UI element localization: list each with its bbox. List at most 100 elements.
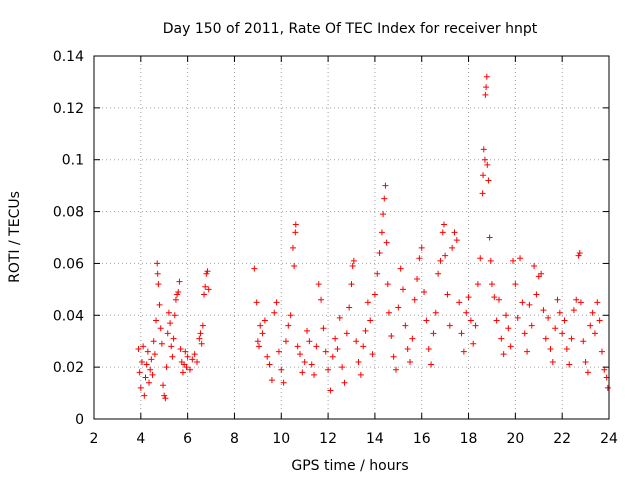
data-point bbox=[507, 343, 514, 350]
data-point bbox=[498, 335, 505, 342]
data-point bbox=[378, 229, 385, 236]
data-point bbox=[528, 322, 535, 329]
data-point bbox=[261, 317, 268, 324]
data-point bbox=[357, 371, 364, 378]
data-point bbox=[329, 353, 336, 360]
data-point bbox=[491, 294, 498, 301]
data-point bbox=[576, 250, 583, 257]
data-point bbox=[563, 345, 570, 352]
data-point bbox=[483, 73, 490, 80]
data-point bbox=[545, 314, 552, 321]
data-point bbox=[364, 299, 371, 306]
data-point bbox=[480, 146, 487, 153]
data-point bbox=[332, 335, 339, 342]
data-point bbox=[385, 309, 392, 316]
data-point bbox=[150, 338, 157, 345]
data-point bbox=[179, 369, 186, 376]
data-point bbox=[531, 263, 538, 270]
data-point bbox=[485, 177, 492, 184]
data-point bbox=[259, 330, 266, 337]
data-point bbox=[304, 327, 311, 334]
data-point bbox=[162, 395, 169, 402]
data-point bbox=[383, 239, 390, 246]
data-point bbox=[273, 299, 280, 306]
data-point bbox=[280, 379, 287, 386]
data-point bbox=[493, 317, 500, 324]
data-point bbox=[346, 304, 353, 311]
data-point bbox=[137, 384, 144, 391]
data-point bbox=[174, 291, 181, 298]
data-point bbox=[315, 281, 322, 288]
data-point bbox=[407, 358, 414, 365]
data-point bbox=[594, 299, 601, 306]
data-point bbox=[313, 343, 320, 350]
data-point bbox=[477, 255, 484, 262]
x-tick-label: 2 bbox=[90, 431, 99, 447]
data-point bbox=[155, 281, 162, 288]
data-point bbox=[388, 333, 395, 340]
data-point bbox=[390, 353, 397, 360]
data-point bbox=[425, 345, 432, 352]
y-tick-label: 0 bbox=[75, 412, 84, 428]
data-point bbox=[156, 301, 163, 308]
x-tick-label: 12 bbox=[319, 431, 337, 447]
data-point bbox=[199, 322, 206, 329]
data-point bbox=[587, 322, 594, 329]
data-point bbox=[392, 366, 399, 373]
data-point bbox=[514, 314, 521, 321]
data-point bbox=[142, 374, 149, 381]
y-tick-label: 0.06 bbox=[53, 256, 84, 272]
data-point bbox=[158, 340, 165, 347]
data-point bbox=[575, 252, 582, 259]
data-point bbox=[184, 353, 191, 360]
data-point bbox=[533, 291, 540, 298]
data-point bbox=[547, 345, 554, 352]
data-point bbox=[369, 351, 376, 358]
data-point bbox=[500, 351, 507, 358]
data-point bbox=[318, 296, 325, 303]
y-tick-label: 0.04 bbox=[53, 308, 84, 324]
data-point bbox=[164, 330, 171, 337]
data-point bbox=[205, 286, 212, 293]
x-tick-label: 10 bbox=[272, 431, 290, 447]
data-point bbox=[355, 358, 362, 365]
data-point bbox=[460, 348, 467, 355]
data-point bbox=[154, 260, 161, 267]
y-tick-label: 0.1 bbox=[62, 153, 84, 169]
data-point bbox=[556, 309, 563, 316]
data-point bbox=[334, 345, 341, 352]
data-point bbox=[591, 330, 598, 337]
data-point bbox=[540, 307, 547, 314]
data-point bbox=[589, 309, 596, 316]
data-point bbox=[167, 320, 174, 327]
data-point bbox=[348, 281, 355, 288]
data-point bbox=[414, 275, 421, 282]
grid bbox=[94, 56, 609, 419]
data-point bbox=[196, 335, 203, 342]
data-point bbox=[160, 382, 167, 389]
data-point bbox=[559, 330, 566, 337]
data-point bbox=[191, 351, 198, 358]
data-point bbox=[350, 257, 357, 264]
data-point bbox=[470, 340, 477, 347]
data-point bbox=[343, 330, 350, 337]
data-point bbox=[165, 309, 172, 316]
data-point bbox=[153, 317, 160, 324]
data-point bbox=[297, 351, 303, 358]
x-tick-label: 8 bbox=[230, 431, 239, 447]
data-point bbox=[339, 364, 346, 371]
data-point bbox=[397, 265, 404, 272]
data-point bbox=[320, 325, 327, 332]
data-point bbox=[183, 364, 190, 371]
data-point bbox=[382, 182, 389, 189]
x-tick-labels: 2 4 6 8 10 12 14 16 18 20 22 24 bbox=[90, 431, 618, 447]
data-point bbox=[521, 330, 528, 337]
data-point bbox=[573, 296, 580, 303]
data-point bbox=[140, 343, 147, 350]
data-point bbox=[144, 348, 151, 355]
data-point bbox=[306, 338, 313, 345]
data-point bbox=[487, 257, 494, 264]
axis-ticks bbox=[93, 55, 610, 420]
data-point bbox=[561, 317, 568, 324]
data-point bbox=[510, 257, 517, 264]
